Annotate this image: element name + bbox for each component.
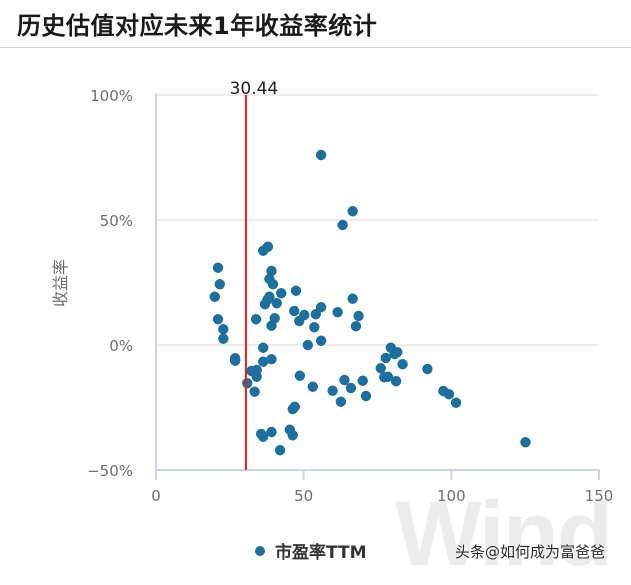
data-point[interactable] xyxy=(332,307,343,318)
data-point[interactable] xyxy=(347,206,358,217)
x-tick-label: 50 xyxy=(294,487,313,505)
data-point[interactable] xyxy=(339,374,350,386)
reference-line: 30.44 xyxy=(230,79,279,470)
title-divider xyxy=(0,47,631,48)
data-point[interactable] xyxy=(347,293,358,304)
data-point[interactable] xyxy=(229,355,241,366)
data-point[interactable] xyxy=(350,321,362,332)
watermark: Wind xyxy=(395,483,613,585)
data-point[interactable] xyxy=(287,430,298,441)
data-point[interactable] xyxy=(287,403,298,415)
axes xyxy=(155,93,600,480)
chart-title: 历史估值对应未来1年收益率统计 xyxy=(17,12,378,40)
data-point[interactable] xyxy=(422,363,433,375)
data-point[interactable] xyxy=(214,279,225,290)
data-point[interactable] xyxy=(267,279,279,290)
source-credit: 头条@如何成为富爸爸 xyxy=(455,543,606,561)
data-point[interactable] xyxy=(315,335,327,346)
x-tick-label: 100 xyxy=(437,487,466,505)
grid-lines xyxy=(156,94,599,346)
data-point[interactable] xyxy=(357,375,368,386)
data-point[interactable] xyxy=(266,426,277,438)
data-point[interactable] xyxy=(375,363,386,374)
data-point[interactable] xyxy=(380,352,391,364)
data-point[interactable] xyxy=(218,333,229,344)
y-tick-label: 50% xyxy=(100,212,133,230)
data-point[interactable] xyxy=(335,396,347,407)
data-point[interactable] xyxy=(271,298,282,309)
data-point[interactable] xyxy=(262,294,273,306)
data-point[interactable] xyxy=(242,378,253,389)
y-tick-label: 100% xyxy=(90,87,133,105)
data-point[interactable] xyxy=(397,359,408,370)
data-point[interactable] xyxy=(327,385,338,396)
data-point[interactable] xyxy=(262,241,274,252)
data-point[interactable] xyxy=(390,376,402,387)
data-point[interactable] xyxy=(209,291,220,302)
x-tick-labels: 0 50 100 150 xyxy=(151,487,613,505)
data-point[interactable] xyxy=(450,397,462,408)
data-point[interactable] xyxy=(353,310,364,322)
data-point[interactable] xyxy=(266,354,277,365)
data-point[interactable] xyxy=(443,389,455,400)
data-point[interactable] xyxy=(309,322,320,333)
data-point[interactable] xyxy=(249,386,260,397)
data-point[interactable] xyxy=(218,324,229,335)
data-point[interactable] xyxy=(520,437,531,448)
data-point[interactable] xyxy=(250,314,262,325)
legend-marker-icon xyxy=(255,545,265,556)
data-point[interactable] xyxy=(307,381,319,392)
data-point[interactable] xyxy=(337,219,348,231)
data-point[interactable] xyxy=(289,305,300,317)
y-axis-label: 收益率 xyxy=(51,259,70,307)
data-point[interactable] xyxy=(212,262,224,273)
y-tick-label: −50% xyxy=(87,462,133,480)
reference-line-label: 30.44 xyxy=(230,79,279,99)
data-point[interactable] xyxy=(266,320,277,331)
data-point[interactable] xyxy=(258,342,269,353)
data-point[interactable] xyxy=(315,302,327,313)
data-point[interactable] xyxy=(294,315,305,327)
legend-label: 市盈率TTM xyxy=(275,543,367,563)
data-point[interactable] xyxy=(266,265,277,277)
x-tick-label: 0 xyxy=(151,487,161,505)
data-point[interactable] xyxy=(251,371,262,382)
data-point[interactable] xyxy=(290,285,302,296)
data-point[interactable] xyxy=(294,370,306,381)
data-point[interactable] xyxy=(258,431,269,442)
data-point[interactable] xyxy=(276,288,287,299)
data-point[interactable] xyxy=(212,314,224,325)
data-point[interactable] xyxy=(382,371,394,382)
legend[interactable]: 市盈率TTM xyxy=(255,538,367,563)
data-point[interactable] xyxy=(345,382,357,394)
data-point[interactable] xyxy=(258,356,269,367)
x-tick-label: 150 xyxy=(585,487,614,505)
y-tick-label: 0% xyxy=(109,337,133,355)
data-point[interactable] xyxy=(274,445,286,456)
data-point[interactable] xyxy=(315,149,327,161)
y-tick-labels: 100% 50% 0% −50% xyxy=(87,87,133,480)
data-point[interactable] xyxy=(302,339,314,351)
data-point[interactable] xyxy=(389,348,400,360)
data-point[interactable] xyxy=(360,390,372,402)
data-points xyxy=(209,149,531,456)
